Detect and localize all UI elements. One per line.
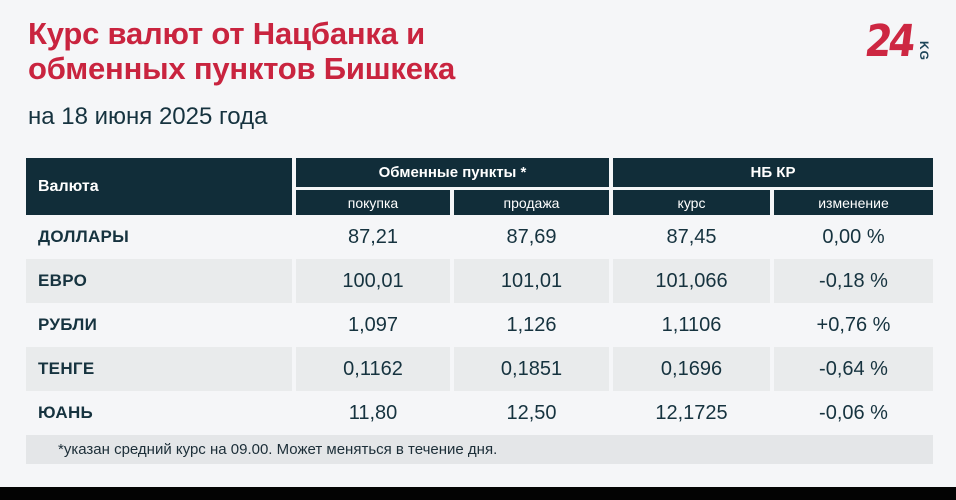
- col-header-change: изменение: [774, 190, 933, 215]
- table-row-euro: ЕВРО 100,01 101,01 101,066 -0,18 %: [26, 259, 933, 303]
- rate-value: 87,45: [666, 225, 717, 248]
- date-subtitle: на 18 июня 2025 года: [28, 103, 268, 130]
- rate-value: 101,066: [613, 259, 770, 303]
- currency-name: РУБЛИ: [38, 315, 98, 334]
- logo-24kg: 24 KG: [862, 16, 932, 67]
- currency-name: ЕВРО: [26, 259, 292, 303]
- change-value: -0,64 %: [774, 347, 933, 391]
- page-title: Курс валют от Нацбанка и обменных пункто…: [28, 16, 455, 86]
- col-header-currency: Валюта: [26, 158, 292, 215]
- buy-value: 100,01: [296, 259, 450, 303]
- table-header: Валюта Обменные пункты * покупка продажа…: [26, 158, 933, 215]
- sell-value: 12,50: [506, 401, 557, 424]
- change-value: -0,06 %: [819, 401, 888, 424]
- table-row-rubles: РУБЛИ 1,097 1,126 1,1106 +0,76 %: [26, 303, 933, 347]
- sell-value: 87,69: [506, 225, 557, 248]
- change-value: +0,76 %: [816, 313, 891, 336]
- nbkr-subheaders: курс изменение: [613, 190, 933, 215]
- exchange-subheaders: покупка продажа: [296, 190, 609, 215]
- sell-value: 1,126: [506, 313, 557, 336]
- table-row-tenge: ТЕНГЕ 0,1162 0,1851 0,1696 -0,64 %: [26, 347, 933, 391]
- currency-name: ЮАНЬ: [38, 403, 94, 422]
- bottom-black-bar: [0, 487, 956, 500]
- currency-name: ТЕНГЕ: [26, 347, 292, 391]
- col-group-nbkr-label: НБ КР: [613, 158, 933, 187]
- page-title-line1: Курс валют от Нацбанка и: [28, 16, 426, 51]
- col-header-sell: продажа: [454, 190, 609, 215]
- rate-value: 0,1696: [613, 347, 770, 391]
- col-group-exchange-offices: Обменные пункты * покупка продажа: [296, 158, 609, 215]
- logo-kg-suffix: KG: [917, 41, 932, 61]
- buy-value: 87,21: [347, 225, 399, 248]
- buy-value: 11,80: [348, 401, 398, 424]
- currency-name: ДОЛЛАРЫ: [38, 227, 130, 246]
- table-footnote: *указан средний курс на 09.00. Может мен…: [26, 435, 933, 464]
- col-group-nbkr: НБ КР курс изменение: [613, 158, 933, 215]
- buy-value: 1,097: [347, 313, 399, 336]
- col-header-buy: покупка: [296, 190, 450, 215]
- page-title-line2: обменных пунктов Бишкека: [28, 51, 456, 86]
- table-row-yuan: ЮАНЬ 11,80 12,50 12,1725 -0,06 %: [26, 391, 933, 435]
- sell-value: 0,1851: [454, 347, 609, 391]
- buy-value: 0,1162: [296, 347, 450, 391]
- sell-value: 101,01: [454, 259, 609, 303]
- rates-table: Валюта Обменные пункты * покупка продажа…: [26, 158, 933, 464]
- logo-24-numeral: 24: [862, 16, 916, 67]
- change-value: -0,18 %: [774, 259, 933, 303]
- col-group-exchange-label: Обменные пункты *: [296, 158, 609, 187]
- rate-value: 12,1725: [655, 401, 728, 424]
- change-value: 0,00 %: [822, 225, 885, 248]
- rate-value: 1,1106: [661, 313, 722, 336]
- table-row-dollars: ДОЛЛАРЫ 87,21 87,69 87,45 0,00 %: [26, 215, 933, 259]
- col-header-rate: курс: [613, 190, 770, 215]
